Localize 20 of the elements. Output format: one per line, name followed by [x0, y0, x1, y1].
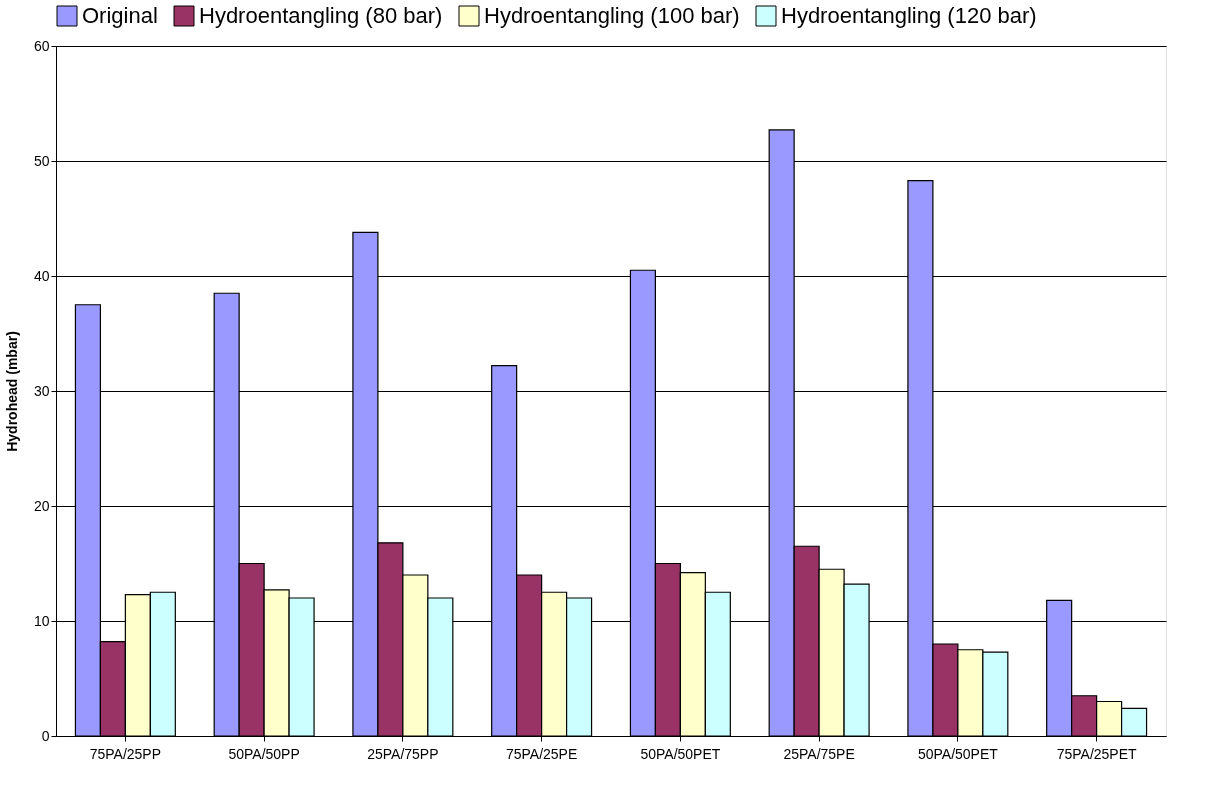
y-tick-label: 30 [33, 382, 50, 399]
y-tick-label: 0 [41, 727, 50, 744]
x-tick-label: 75PA/25PP [89, 745, 162, 762]
legend-label: Hydroentangling (120 bar) [781, 3, 1037, 28]
y-tick-label: 10 [33, 612, 50, 629]
y-tick-label: 40 [33, 267, 50, 284]
x-tick-label: 75PA/25PET [1056, 745, 1138, 762]
x-tick-label: 25PA/75PE [783, 745, 855, 762]
y-tick-label: 60 [33, 37, 50, 54]
x-tick-label: 50PA/50PET [640, 745, 721, 762]
y-axis-title: Hydrohead (mbar) [3, 331, 20, 452]
x-tick-label: 25PA/75PP [367, 745, 439, 762]
x-tick-label: 50PA/50PET [917, 745, 999, 762]
y-tick-label: 50 [33, 152, 50, 169]
y-tick-label: 20 [33, 497, 50, 514]
x-tick-label: 50PA/50PP [228, 745, 300, 762]
x-tick-label: 75PA/25PE [505, 745, 578, 762]
legend-label: Original [82, 3, 158, 28]
legend-label: Hydroentangling (80 bar) [199, 3, 443, 28]
legend-label: Hydroentangling (100 bar) [484, 3, 740, 28]
